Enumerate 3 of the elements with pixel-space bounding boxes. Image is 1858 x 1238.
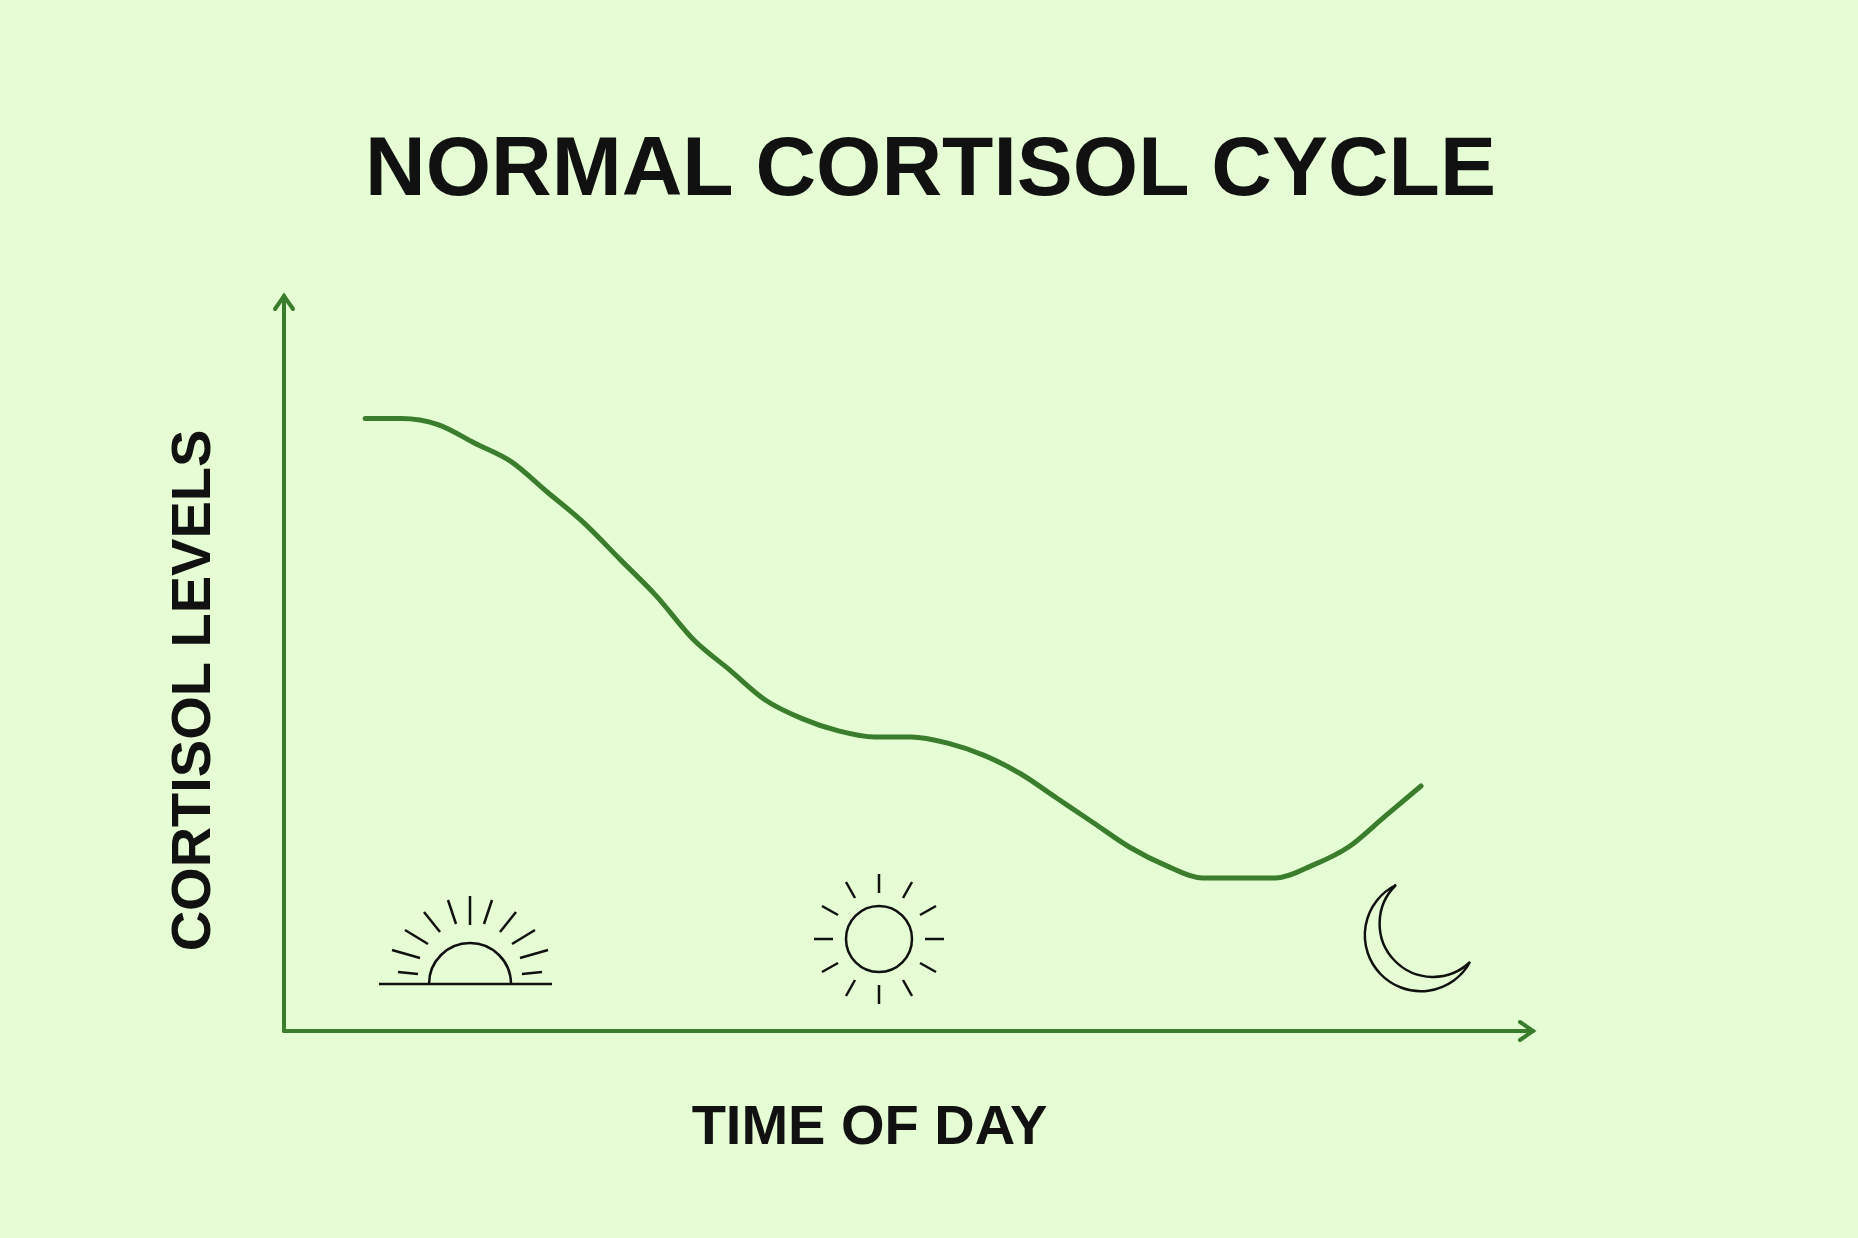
- chart-title: NORMAL CORTISOL CYCLE: [365, 119, 1496, 213]
- y-axis-title: CORTISOL LEVELS: [158, 429, 222, 952]
- x-axis-title: TIME OF DAY: [691, 1092, 1048, 1156]
